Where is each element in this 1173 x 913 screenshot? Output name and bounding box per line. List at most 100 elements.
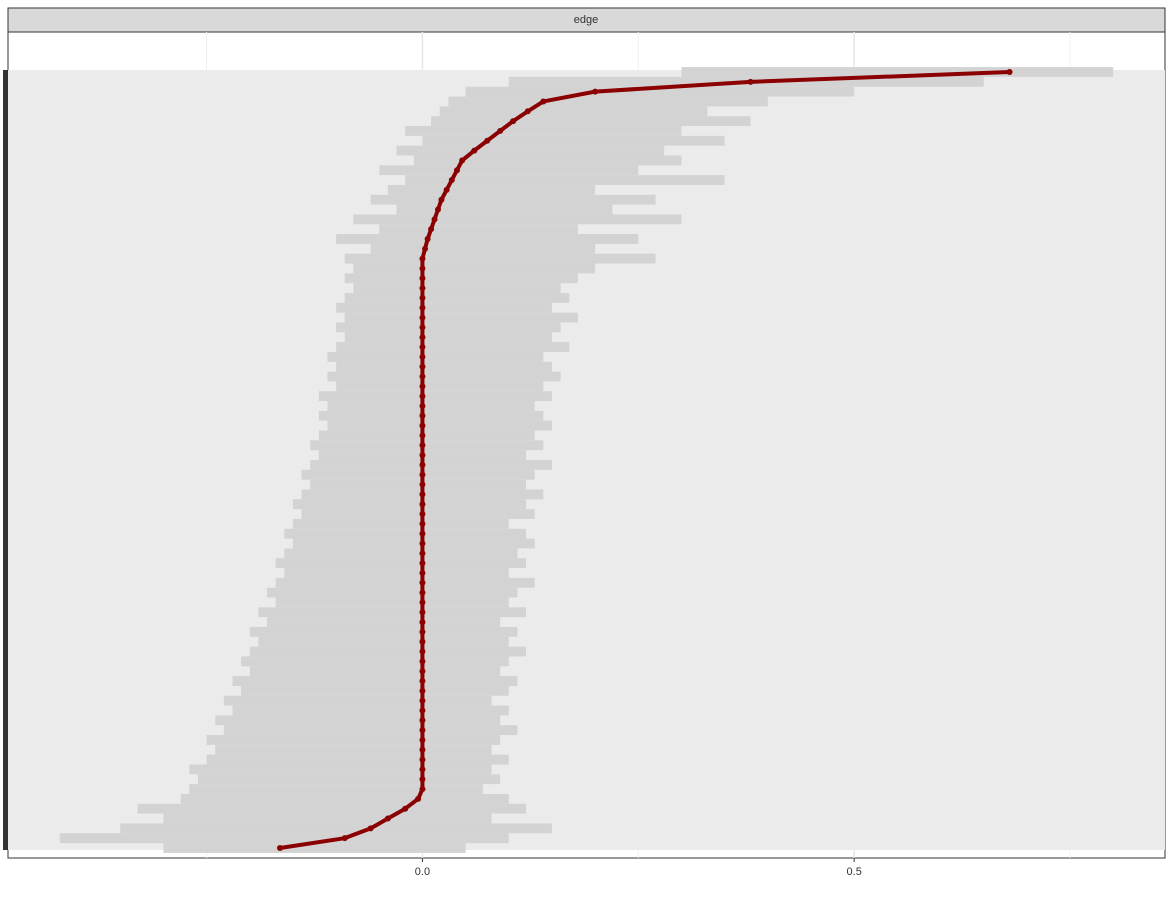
interval <box>292 518 509 529</box>
interval <box>310 440 544 451</box>
estimate-point <box>419 255 426 262</box>
facet-strip <box>7 7 1166 33</box>
estimate-point <box>438 196 445 203</box>
interval <box>327 351 544 362</box>
interval <box>232 676 518 686</box>
estimate-point <box>419 501 426 508</box>
y-axis-ticks <box>3 70 8 850</box>
estimate-point <box>419 530 426 537</box>
interval <box>344 293 570 303</box>
estimate-point <box>443 186 450 193</box>
estimate-point <box>419 442 426 449</box>
estimate-point <box>415 795 422 802</box>
interval <box>284 568 509 578</box>
estimate-point <box>497 127 504 134</box>
interval <box>223 725 518 736</box>
interval <box>232 705 509 716</box>
estimate-point <box>419 393 426 400</box>
x-axis: 0.0 0.5 <box>415 858 862 878</box>
estimate-point <box>419 452 426 459</box>
x-tick-label: 0.0 <box>415 866 430 878</box>
interval <box>413 155 682 166</box>
estimate-point <box>453 167 460 174</box>
estimate-point <box>419 314 426 321</box>
estimate-point <box>428 226 435 233</box>
interval <box>396 204 613 215</box>
estimate-point <box>434 206 441 213</box>
interval <box>189 764 492 775</box>
interval <box>448 96 768 107</box>
estimate-point <box>419 294 426 301</box>
interval <box>336 234 639 244</box>
estimate-point <box>419 579 426 586</box>
interval <box>379 165 639 176</box>
interval <box>197 774 501 785</box>
interval <box>336 302 552 313</box>
interval <box>249 646 527 657</box>
interval <box>275 558 527 569</box>
interval <box>275 577 535 588</box>
estimate-point <box>419 491 426 498</box>
x-tick-label: 0.5 <box>847 866 862 878</box>
estimate-point <box>419 324 426 331</box>
estimate-point <box>419 589 426 596</box>
interval <box>439 106 708 117</box>
interval <box>318 430 535 441</box>
estimate-point <box>419 638 426 645</box>
estimate-point <box>419 746 426 753</box>
interval <box>379 224 578 235</box>
interval <box>59 833 509 844</box>
interval <box>318 410 544 421</box>
estimate-point <box>419 687 426 694</box>
estimate-point <box>419 717 426 724</box>
estimate-point <box>419 628 426 635</box>
estimate-point <box>419 658 426 665</box>
estimate-point <box>419 776 426 783</box>
interval <box>327 420 552 431</box>
interval <box>387 184 596 195</box>
estimate-point <box>419 511 426 518</box>
interval <box>327 371 561 382</box>
estimate-point <box>419 599 426 606</box>
interval <box>336 342 570 352</box>
estimate-point <box>448 177 455 184</box>
estimate-point <box>419 471 426 478</box>
estimate-point <box>1006 69 1013 75</box>
interval <box>241 685 509 696</box>
estimate-point <box>419 727 426 734</box>
estimate-point <box>747 78 754 85</box>
interval <box>206 735 501 745</box>
interval <box>180 793 509 804</box>
interval <box>163 843 466 853</box>
interval <box>284 528 527 539</box>
estimate-point <box>419 736 426 743</box>
interval <box>258 607 527 618</box>
interval <box>318 391 552 402</box>
estimate-point <box>419 756 426 763</box>
estimate-point <box>419 304 426 311</box>
interval <box>310 460 552 470</box>
estimate-point <box>419 353 426 360</box>
interval <box>267 587 518 598</box>
estimate-point <box>419 520 426 527</box>
interval <box>206 754 509 765</box>
estimate-point <box>419 786 426 793</box>
interval <box>163 813 492 824</box>
estimate-point <box>419 432 426 439</box>
interval <box>465 86 855 97</box>
estimate-point <box>419 275 426 282</box>
interval <box>405 175 725 185</box>
estimate-point <box>419 383 426 390</box>
estimate-point <box>402 805 409 812</box>
estimate-point <box>524 108 531 115</box>
interval <box>267 617 501 627</box>
interval <box>431 116 751 127</box>
estimate-point <box>484 137 491 144</box>
estimate-point <box>419 373 426 380</box>
interval <box>370 243 596 254</box>
estimate-point <box>419 678 426 685</box>
estimate-point <box>419 560 426 567</box>
interval <box>396 145 665 156</box>
interval <box>370 194 656 205</box>
